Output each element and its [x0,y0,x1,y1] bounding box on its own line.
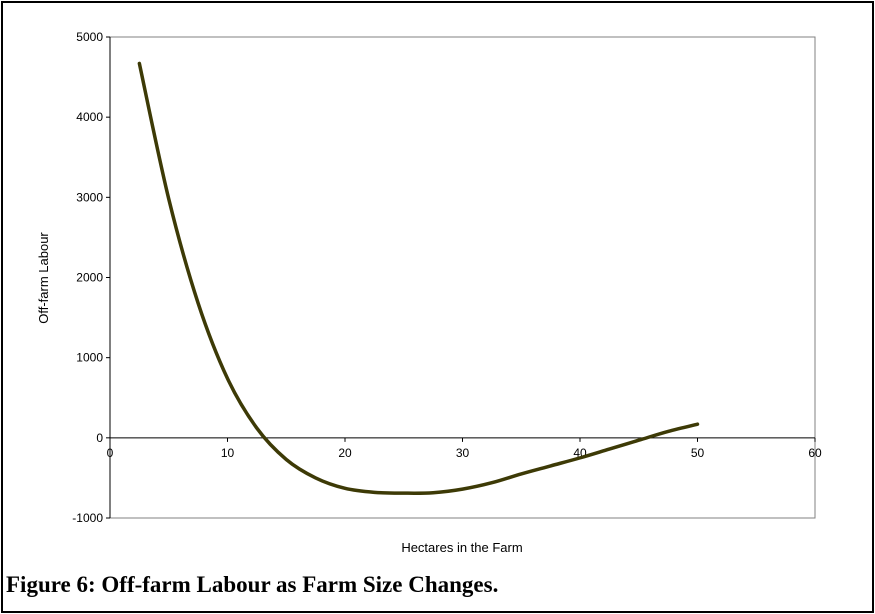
y-tick-label: 3000 [76,190,103,204]
y-tick-label: 5000 [76,30,103,44]
series [137,61,700,495]
y-tick-label: 4000 [76,110,103,124]
x-tick-label: 20 [338,446,352,460]
y-axis-ticks: -1000 0 1000 2000 3000 4000 5000 [72,30,111,525]
x-tick-label: 30 [456,446,470,460]
x-tick-label: 10 [221,446,235,460]
series-line [137,61,700,495]
figure-caption: Figure 6: Off-farm Labour as Farm Size C… [6,572,499,597]
y-axis-title: Off-farm Labour [36,232,51,324]
y-tick-label: 1000 [76,351,103,365]
y-tick-label: 2000 [76,271,103,285]
x-tick-label: 0 [107,446,114,460]
x-tick-label: 60 [808,446,822,460]
x-axis-title: Hectares in the Farm [401,540,522,555]
y-tick-label: 0 [96,431,103,445]
y-tick-label: -1000 [72,511,103,525]
x-axis-ticks: 0 10 20 30 40 50 60 [107,437,822,460]
x-tick-label: 50 [691,446,705,460]
